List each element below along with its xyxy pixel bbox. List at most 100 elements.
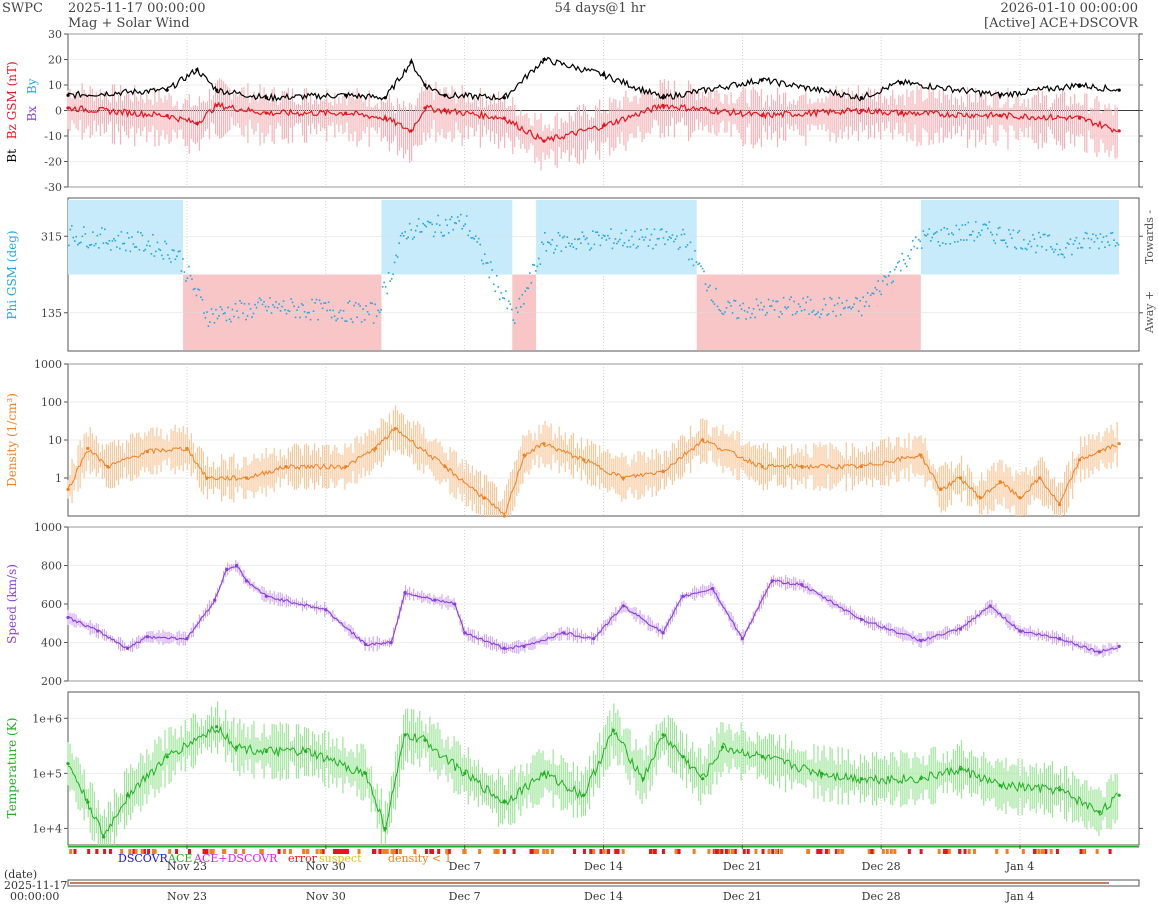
point-density-23 [919,453,923,457]
phi-point [616,242,618,245]
phi-point [1102,236,1105,239]
point-speed-7 [234,563,239,568]
phi-point [182,258,184,260]
phi-point [396,256,399,258]
phi-point [623,242,626,244]
phi-point [787,306,789,308]
sector-towards-0 [68,200,184,275]
status-flag [413,849,417,854]
phi-point [1104,246,1106,249]
phi-point [392,273,394,276]
phi-point [447,232,450,234]
point-density-24 [939,487,943,492]
point-speed-1 [96,629,100,633]
phi-point [818,316,821,319]
speed-ylabel: Speed (km/s) [5,564,19,644]
phi-point [188,265,190,268]
phi-point [743,309,746,312]
phi-point [884,276,887,278]
phi-point [569,245,572,247]
phi-point [185,280,187,282]
phi-point [455,222,458,225]
phi-point [560,250,563,252]
phi-point [1021,248,1024,250]
phi-point [994,242,997,244]
phi-point [683,233,686,235]
phi-point [961,224,964,226]
point-bt-14 [760,78,764,82]
phi-point [128,237,130,239]
phi-point [507,300,510,303]
phi-point [637,245,639,248]
phi-point [267,306,270,308]
phi-point [1060,253,1063,255]
phi-point [465,215,468,217]
point-density-14 [522,453,526,457]
phi-point [806,296,809,298]
phi-point [282,300,285,302]
temperature-ytick-label-2: 1e+6 [32,712,62,725]
phi-point [832,310,834,313]
point-temperature-6 [234,745,239,749]
phi-point [548,241,551,244]
point-temperature-22 [720,745,725,749]
phi-point [366,311,369,313]
phi-point [722,313,725,316]
phi-point [938,244,941,247]
status-flag [717,849,721,854]
status-flag [602,849,606,854]
phi-point [827,313,830,315]
phi-point [698,262,701,265]
phi-point [647,245,650,247]
status-flag [1079,849,1083,854]
phi-point [833,304,836,307]
phi-point [661,228,663,230]
phi-point [688,258,690,261]
phi-point [689,241,692,244]
status-flag [775,849,779,854]
phi-point [386,292,388,295]
point-density-2 [106,464,110,469]
status-flag [1108,849,1112,854]
phi-point [899,269,902,272]
phi-point [554,248,557,251]
phi-point [230,320,232,323]
phi-point [526,287,528,289]
phi-point [572,246,575,248]
phi-point [1054,248,1057,251]
phi-point [877,280,879,282]
point-bz-14 [760,114,764,118]
phi-point [763,305,765,308]
phi-point [518,297,521,300]
phi-point [742,302,744,305]
phi-point [932,233,935,235]
phi-point [898,260,901,263]
phi-point [1116,242,1118,244]
phi-point [263,300,265,303]
phi-point [527,287,530,290]
phi-point [586,237,588,239]
phi-point [580,242,582,245]
phi-point [485,262,488,264]
point-bz-3 [215,103,219,107]
phi-point [524,290,527,292]
phi-point [299,316,301,319]
point-bt-4 [264,96,268,100]
phi-point [225,319,228,322]
status-flag [95,849,99,854]
phi-point [140,232,142,234]
phi-point [955,224,958,227]
phi-point [261,303,264,306]
phi-point [544,232,546,234]
phi-point [278,303,280,305]
phi-point [656,238,659,240]
phi-point [1092,233,1094,236]
point-bt-17 [998,93,1002,97]
phi-point [417,218,420,220]
phi-point [107,243,109,245]
status-flag [826,849,830,854]
phi-point [973,239,976,242]
phi-point [81,235,84,238]
status-flag [242,849,246,854]
